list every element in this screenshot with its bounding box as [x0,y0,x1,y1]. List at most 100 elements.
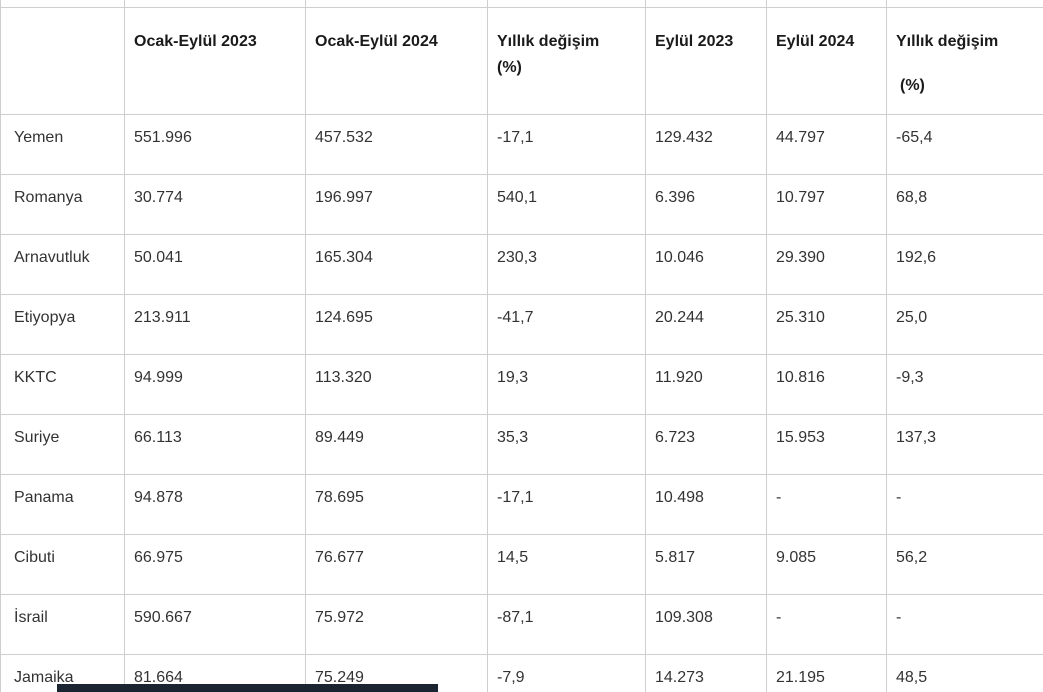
column-header-ocak-eylul-2024: Ocak-Eylül 2024 [305,6,488,115]
value-cell: 137,3 [886,413,1043,475]
value-cell: -17,1 [487,113,646,175]
column-header-sublabel: (%) [497,58,522,76]
value-cell: 196.997 [305,173,488,235]
value-cell: 94.999 [124,353,306,415]
value-cell: 75.972 [305,593,488,655]
value-cell: - [886,473,1043,535]
table-row: Etiyopya 213.911 124.695 -41,7 20.244 25.310 2… [0,293,1043,355]
value-cell: 10.816 [766,353,887,415]
value-cell: 68,8 [886,173,1043,235]
country-cell: Cibuti [0,533,125,595]
country-cell: KKTC [0,353,125,415]
value-cell: 89.449 [305,413,488,475]
column-header-yillik-degisim-2: Yıllık değişim (%) [886,6,1043,115]
value-cell: 35,3 [487,413,646,475]
value-cell: 6.396 [645,173,767,235]
value-cell: 10.797 [766,173,887,235]
table-row: Arnavutluk 50.041 165.304 230,3 10.046 29.390… [0,233,1043,295]
column-header-yillik-degisim-1: Yıllık değişim (%) [487,6,646,115]
empty-cell [124,0,306,8]
value-cell: 14.273 [645,653,767,692]
value-cell: 540,1 [487,173,646,235]
value-cell: 29.390 [766,233,887,295]
country-cell: Yemen [0,113,125,175]
table-header-row: Ocak-Eylül 2023 Ocak-Eylül 2024 Yıllık d… [0,6,1043,115]
empty-cell [886,0,1043,8]
value-cell: 230,3 [487,233,646,295]
value-cell: 78.695 [305,473,488,535]
column-header-label: Ocak-Eylül 2024 [315,32,438,50]
value-cell: -65,4 [886,113,1043,175]
table-row: İsrail 590.667 75.972 -87,1 109.308- - [0,593,1043,655]
value-cell: 192,6 [886,233,1043,295]
value-cell: - [766,593,887,655]
value-cell: 66.113 [124,413,306,475]
table-row: Yemen 551.996 457.532 -17,1 129.432 44.797 -65… [0,113,1043,175]
value-cell: -17,1 [487,473,646,535]
value-cell: 66.975 [124,533,306,595]
country-cell: Suriye [0,413,125,475]
value-cell: -41,7 [487,293,646,355]
value-cell: 9.085 [766,533,887,595]
cut-off-row-top [0,0,1043,8]
value-cell: 165.304 [305,233,488,295]
table-row: Panama 94.878 78.695 -17,1 10.498- - [0,473,1043,535]
value-cell: 56,2 [886,533,1043,595]
value-cell: 590.667 [124,593,306,655]
empty-cell [487,0,646,8]
column-header-label: Eylül 2023 [655,32,734,50]
value-cell: 20.244 [645,293,767,355]
value-cell: 44.797 [766,113,887,175]
value-cell: 14,5 [487,533,646,595]
value-cell: 129.432 [645,113,767,175]
table-row: Jamaika 81.664 75.249 -7,9 14.273 21.195 48,5 [0,653,1043,692]
column-header-sublabel: (%) [900,76,925,94]
value-cell: 5.817 [645,533,767,595]
cut-off-element-bottom [57,684,438,692]
country-cell: İsrail [0,593,125,655]
value-cell: 76.677 [305,533,488,595]
value-cell: 30.774 [124,173,306,235]
table-row: Suriye 66.113 89.449 35,3 6.723 15.953 137,3 [0,413,1043,475]
column-header-eylul-2023: Eylül 2023 [645,6,767,115]
value-cell: 48,5 [886,653,1043,692]
column-header-eylul-2024: Eylül 2024 [766,6,887,115]
column-header-ocak-eylul-2023: Ocak-Eylül 2023 [124,6,306,115]
value-cell: 109.308 [645,593,767,655]
column-header-label: Eylül 2024 [776,32,855,50]
value-cell: 551.996 [124,113,306,175]
value-cell: 10.046 [645,233,767,295]
value-cell: -9,3 [886,353,1043,415]
column-header-label: Ocak-Eylül 2023 [134,32,257,50]
value-cell: 25.310 [766,293,887,355]
country-cell: Romanya [0,173,125,235]
column-header-country [0,6,125,115]
value-cell: - [886,593,1043,655]
column-header-label: Yıllık değişim [896,32,999,50]
value-cell: 213.911 [124,293,306,355]
value-cell: 21.195 [766,653,887,692]
value-cell: 19,3 [487,353,646,415]
value-cell: 457.532 [305,113,488,175]
country-cell: Panama [0,473,125,535]
country-cell: Etiyopya [0,293,125,355]
value-cell: 124.695 [305,293,488,355]
value-cell: 6.723 [645,413,767,475]
country-cell: Arnavutluk [0,233,125,295]
empty-cell [766,0,887,8]
table-row: Romanya 30.774 196.997 540,1 6.396 10.797 68,8 [0,173,1043,235]
value-cell: -87,1 [487,593,646,655]
empty-cell [645,0,767,8]
value-cell: 113.320 [305,353,488,415]
empty-cell [0,0,125,8]
value-cell: 11.920 [645,353,767,415]
value-cell: 15.953 [766,413,887,475]
value-cell: 25,0 [886,293,1043,355]
table-row: Cibuti 66.975 76.677 14,5 5.817 9.085 56,2 [0,533,1043,595]
table-row: KKTC 94.999 113.320 19,3 11.920 10.816 -9,3 [0,353,1043,415]
empty-cell [305,0,488,8]
value-cell: -7,9 [487,653,646,692]
column-header-label: Yıllık değişim [497,32,600,50]
